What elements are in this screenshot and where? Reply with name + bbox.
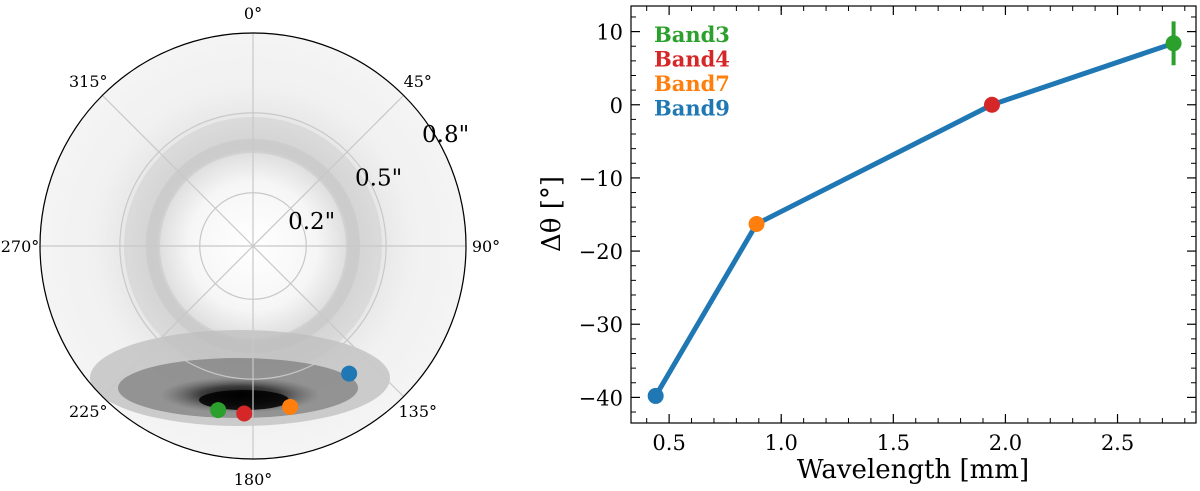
y-tick-label: 10 [596, 21, 623, 45]
polar-spoke [101, 94, 254, 247]
y-tick-label: 0 [610, 94, 623, 118]
polar-point-band9 [341, 365, 358, 382]
data-point-band4 [983, 96, 1000, 113]
y-tick-label: −10 [579, 167, 623, 191]
x-tick-label: 1.5 [877, 431, 910, 455]
legend-entry-band9: Band9 [654, 96, 730, 121]
radial-tick-label: 0.2" [288, 209, 335, 235]
angle-tick-label: 90° [472, 237, 500, 256]
x-tick-label: 2.0 [989, 431, 1022, 455]
x-tick-label: 0.5 [652, 431, 685, 455]
polar-radial-labels: 0.2" 0.5" 0.8" [288, 122, 469, 235]
series-line [653, 40, 1175, 398]
angle-tick-label: 45° [404, 72, 432, 91]
x-axis-label: Wavelength [mm] [797, 455, 1029, 485]
angle-tick-label: 0° [244, 4, 262, 23]
x-axis-ticks: 0.5 1.0 1.5 2.0 2.5 [646, 6, 1186, 455]
data-points [647, 21, 1182, 404]
y-axis-ticks: −40 −30 −20 −10 0 10 [579, 16, 1196, 413]
polar-spoke [101, 245, 254, 398]
line-plot: 0.5 1.0 1.5 2.0 2.5 −40 −30 −20 −10 0 10 Waveleng… [537, 5, 1197, 485]
angle-tick-label: 180° [234, 470, 273, 489]
polar-spoke [252, 245, 405, 398]
polar-grid [39, 32, 467, 460]
data-point-band7 [748, 216, 765, 233]
polar-plot: 0° 45° 90° 135° 180° 225° 270° 315° 0.2" 0.5" 0.8… [1, 4, 500, 489]
polar-angle-labels: 0° 45° 90° 135° 180° 225° 270° 315° [1, 4, 500, 489]
legend-entry-band4: Band4 [654, 47, 730, 72]
angle-tick-label: 315° [69, 72, 108, 91]
data-point-band3 [1165, 35, 1182, 52]
polar-ring [119, 112, 387, 380]
radial-tick-label: 0.8" [422, 122, 469, 148]
polar-frame [39, 32, 467, 460]
y-tick-label: −30 [579, 313, 623, 337]
legend-entry-band7: Band7 [654, 71, 730, 96]
x-tick-label: 2.5 [1101, 431, 1134, 455]
polar-points [210, 365, 358, 422]
x-tick-label: 1.0 [765, 431, 798, 455]
plot-frame [630, 5, 1197, 424]
polar-point-band4 [236, 405, 253, 422]
angle-tick-label: 135° [398, 402, 437, 421]
legend-entry-band3: Band3 [654, 22, 730, 47]
radial-tick-label: 0.5" [355, 165, 402, 191]
y-tick-label: −20 [579, 240, 623, 264]
data-point-band9 [647, 387, 664, 404]
polar-point-band3 [210, 402, 227, 419]
angle-tick-label: 225° [69, 402, 108, 421]
polar-point-band7 [282, 398, 299, 415]
y-axis-label: Δθ [°] [537, 176, 567, 252]
polar-spoke [252, 94, 405, 247]
y-tick-label: −40 [579, 386, 623, 410]
polar-ring [199, 192, 307, 300]
angle-tick-label: 270° [1, 237, 40, 256]
